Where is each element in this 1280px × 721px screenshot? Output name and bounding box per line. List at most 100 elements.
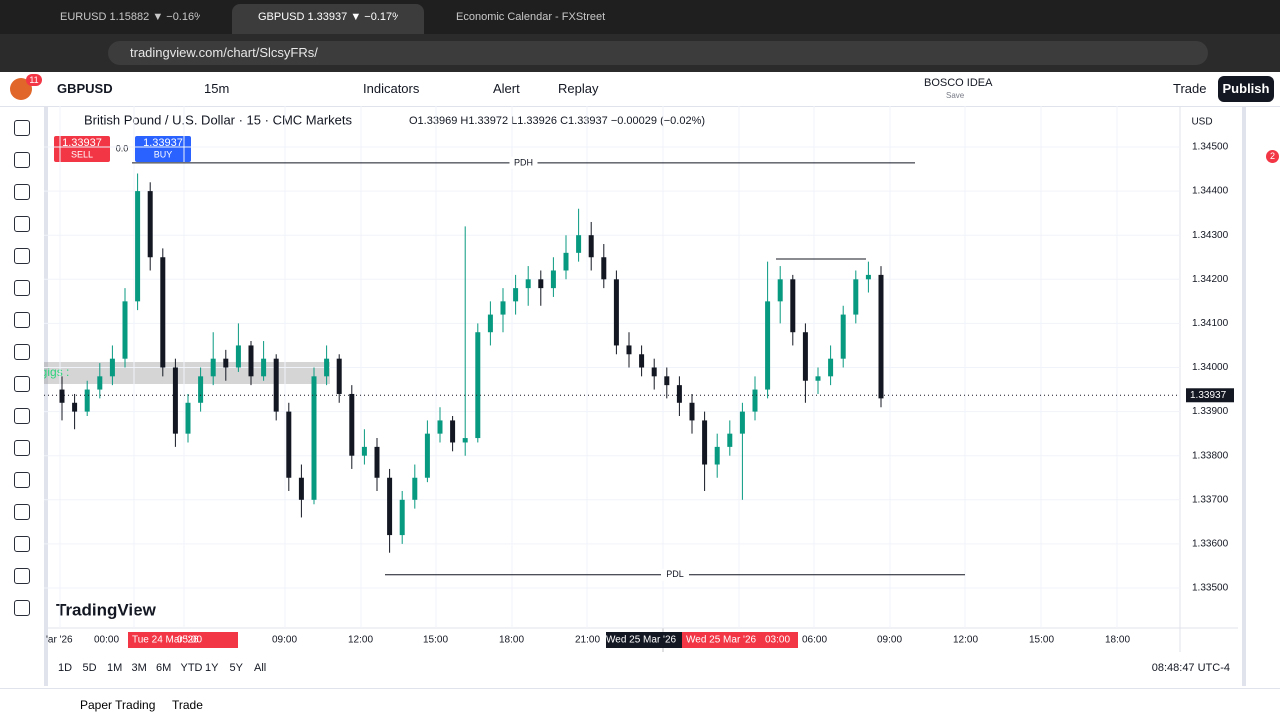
range-button[interactable]: All	[254, 662, 266, 674]
candle-body	[160, 257, 166, 368]
candle-body	[853, 279, 859, 315]
candle-body	[752, 389, 758, 412]
tab[interactable]: EURUSD 1.15882 ▼ −0.16% BO	[60, 11, 200, 23]
candle-body	[626, 345, 632, 355]
symbol[interactable]: GBPUSD	[57, 81, 113, 96]
layout-name[interactable]: BOSCO IDEA	[924, 77, 993, 89]
tool-icon[interactable]	[14, 600, 30, 616]
candle-body	[437, 420, 443, 434]
candle-body	[223, 358, 229, 368]
currency[interactable]: USD	[1191, 117, 1212, 128]
tool-icon[interactable]	[14, 376, 30, 392]
candle-body	[651, 367, 657, 377]
y-tick-label: 1.33600	[1192, 539, 1229, 550]
candle-body	[613, 279, 619, 346]
candle-body	[739, 411, 745, 434]
tool-icon[interactable]	[14, 568, 30, 584]
candle-body	[513, 288, 519, 302]
x-tick-label: 09:00	[272, 635, 297, 646]
candle-body	[59, 389, 65, 403]
candle-body	[588, 235, 594, 258]
replay[interactable]: Replay	[558, 81, 599, 96]
tool-icon[interactable]	[14, 280, 30, 296]
tab[interactable]: Economic Calendar - FXStreet	[456, 11, 606, 23]
interval[interactable]: 15m	[204, 81, 230, 96]
paper-trading[interactable]: Paper Trading	[80, 698, 156, 712]
candle-body	[765, 301, 771, 390]
candle-body	[172, 367, 178, 434]
candle-body	[500, 301, 506, 315]
tool-icon[interactable]	[14, 504, 30, 520]
drawing-toolbar	[0, 106, 48, 686]
tab[interactable]: GBPUSD 1.33937 ▼ −0.17% BO	[258, 11, 398, 23]
candle-body	[374, 446, 380, 478]
sell-button[interactable]	[54, 136, 110, 162]
candle-body	[349, 393, 355, 456]
tool-icon[interactable]	[14, 120, 30, 136]
candle-body	[298, 477, 304, 500]
y-tick-label: 1.34000	[1192, 362, 1229, 373]
range-button[interactable]: 1Y	[205, 662, 219, 674]
level-label-bg	[661, 568, 689, 581]
candle-body	[714, 446, 720, 465]
publish[interactable]: Publish	[1218, 76, 1274, 102]
y-tick-label: 1.33700	[1192, 494, 1229, 505]
tool-icon[interactable]	[14, 344, 30, 360]
right-sidebar: 2	[1242, 106, 1280, 686]
range-button[interactable]: 1M	[107, 662, 122, 674]
buy-button[interactable]	[135, 136, 191, 162]
candle-body	[185, 402, 191, 434]
candle-body	[865, 274, 871, 280]
candle-body	[248, 345, 254, 377]
candle-body	[475, 332, 481, 439]
level-label-bg	[509, 156, 538, 169]
candle-body	[802, 332, 808, 381]
y-tick-label: 1.34400	[1192, 186, 1229, 197]
range-button[interactable]: YTD	[181, 662, 203, 674]
tool-icon[interactable]	[14, 536, 30, 552]
x-tick-label: 06:00	[802, 635, 827, 646]
candle-body	[361, 446, 367, 456]
tool-icon[interactable]	[14, 408, 30, 424]
range-button[interactable]: 5D	[83, 662, 97, 674]
layout-status: Save	[946, 91, 965, 100]
indicators[interactable]: Indicators	[363, 81, 420, 96]
tool-icon[interactable]	[14, 312, 30, 328]
y-tick-label: 1.34500	[1192, 142, 1229, 153]
range-button[interactable]: 1D	[58, 662, 72, 674]
buy-price: 1.33937	[143, 137, 183, 149]
range-button[interactable]: 3M	[132, 662, 147, 674]
x-tick-label: 18:00	[499, 635, 524, 646]
candle-body	[462, 438, 468, 443]
candle-body	[235, 345, 241, 368]
candle-body	[777, 279, 783, 302]
trade[interactable]: Trade	[1173, 81, 1207, 96]
alert[interactable]: Alert	[493, 81, 520, 96]
y-tick-label: 1.33500	[1192, 583, 1229, 594]
candle-body	[336, 358, 342, 394]
tool-icon[interactable]	[14, 216, 30, 232]
candle-body	[109, 358, 115, 377]
y-tick-label: 1.33900	[1192, 406, 1229, 417]
range-button[interactable]: 5Y	[230, 662, 244, 674]
candle-body	[487, 314, 493, 333]
url[interactable]: tradingview.com/chart/SlcsyFRs/	[108, 41, 1208, 65]
tool-icon[interactable]	[14, 184, 30, 200]
x-tick-label: 15:00	[1029, 635, 1054, 646]
chart-title: British Pound / U.S. Dollar · 15 · CMC M…	[84, 112, 353, 127]
candle-body	[72, 402, 78, 412]
x-tick-label: 12:00	[953, 635, 978, 646]
last-price-tag	[1186, 388, 1234, 403]
tool-icon[interactable]	[14, 248, 30, 264]
candle-body	[639, 354, 645, 368]
candle-body	[727, 433, 733, 447]
tool-icon[interactable]	[14, 472, 30, 488]
candle-body	[261, 358, 267, 377]
range-button[interactable]: 6M	[156, 662, 171, 674]
tool-icon[interactable]	[14, 440, 30, 456]
candle-body	[147, 191, 153, 258]
trade-tab[interactable]: Trade	[172, 698, 203, 712]
badge: 11	[26, 74, 42, 86]
x-tick-label: Wed 25 Mar '26	[606, 635, 677, 646]
tool-icon[interactable]	[14, 152, 30, 168]
